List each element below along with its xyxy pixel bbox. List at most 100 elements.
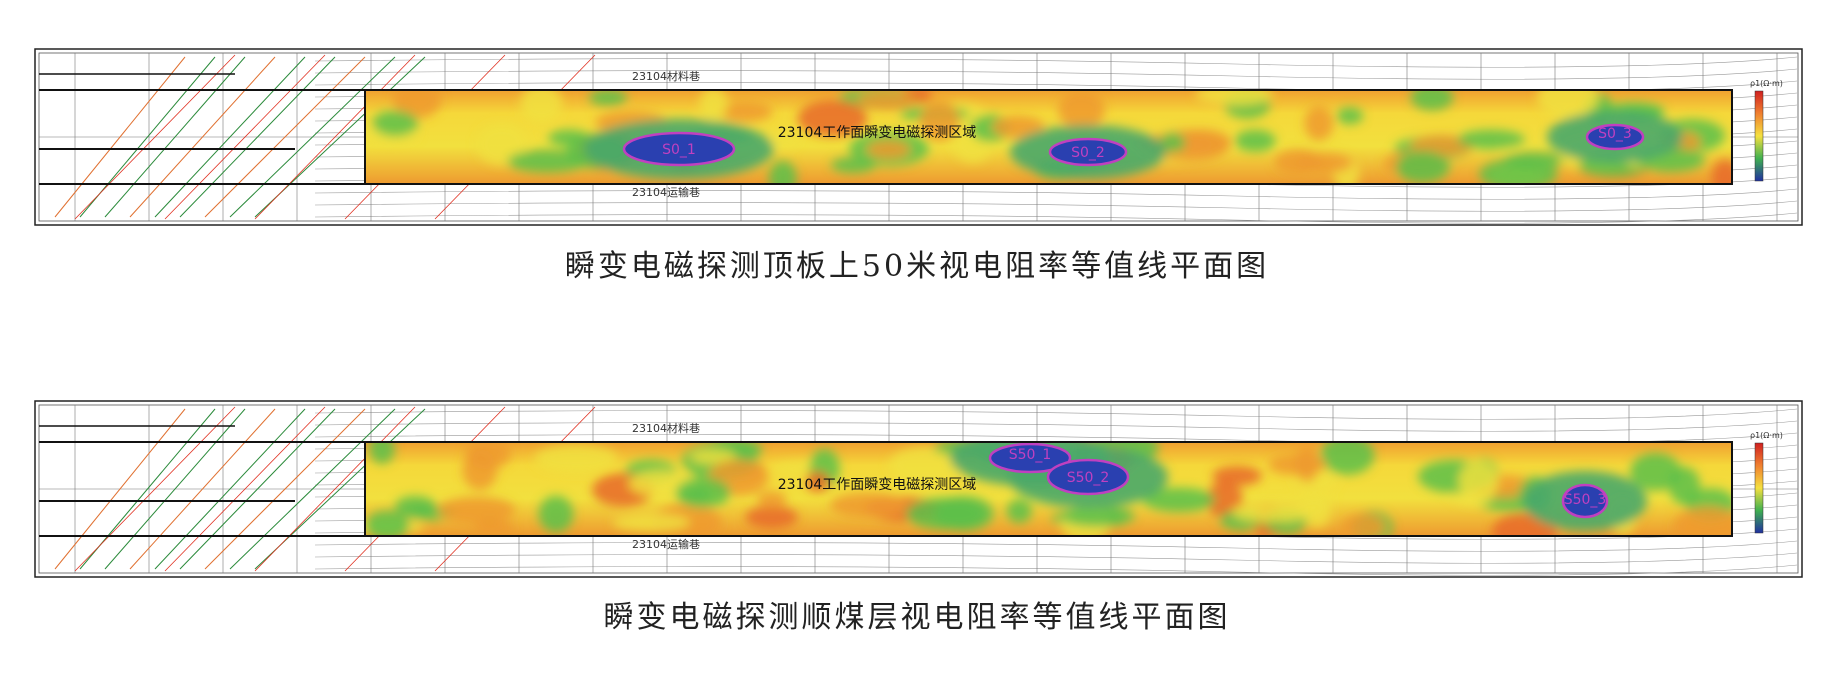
contour-patch <box>675 477 731 508</box>
contour-patch <box>369 442 395 464</box>
fault-line <box>164 406 326 572</box>
contour-patch <box>1231 501 1314 523</box>
anomaly-zone <box>622 131 736 167</box>
fault-line <box>254 406 416 572</box>
caption: 瞬变电磁探测顶板上50米视电阻率等值线平面图 <box>565 249 1269 284</box>
contour-patch <box>856 91 918 110</box>
contour-patch <box>805 471 830 493</box>
contour-line <box>314 564 1798 576</box>
contour-patch <box>768 160 797 184</box>
contour-patch <box>437 496 516 525</box>
contour-patch <box>365 510 410 536</box>
contour-patch <box>1058 90 1105 129</box>
contour-patch <box>1234 129 1276 152</box>
contour-patch <box>1536 90 1599 118</box>
tunnel-label: 23104运输巷 <box>632 185 700 199</box>
contour-line <box>314 200 1798 212</box>
contour-patch <box>770 132 800 147</box>
contour-patch <box>919 100 960 142</box>
contour-patch <box>689 449 737 464</box>
anomaly-zone <box>1046 458 1130 496</box>
tunnel-label: 23104材料巷 <box>632 69 700 83</box>
survey-band-border <box>364 89 1733 185</box>
contour-patch <box>718 101 773 122</box>
contour-line <box>314 408 1798 420</box>
roadway-line <box>229 408 396 570</box>
anomalies <box>988 442 1609 519</box>
contour-patch <box>1296 153 1353 174</box>
fault-line <box>74 406 236 572</box>
contour-patch <box>1304 105 1334 141</box>
roadway-line <box>129 56 276 218</box>
contour-line <box>314 68 1798 80</box>
contour-line <box>314 540 1798 552</box>
fault-line <box>74 54 236 220</box>
contour-patch <box>507 149 588 173</box>
roadway-line <box>104 56 246 218</box>
contour-patch <box>588 90 628 106</box>
contour-patch <box>829 492 908 519</box>
fault-line <box>164 54 326 220</box>
legend-bar <box>1754 442 1764 534</box>
legend-unit: ρ1(Ω·m) <box>1750 431 1783 440</box>
anomaly-zone <box>1585 123 1645 151</box>
contour-patch <box>933 496 994 531</box>
contour-line <box>314 188 1798 200</box>
roadway-line <box>229 56 396 218</box>
roadway-line <box>179 408 336 570</box>
anomaly-zone <box>1048 137 1128 167</box>
contour-patch <box>1320 442 1375 475</box>
contour-patch <box>866 140 911 160</box>
legend-unit: ρ1(Ω·m) <box>1750 79 1783 88</box>
contour-line <box>314 56 1798 68</box>
contour-patch <box>1142 487 1216 512</box>
legend-bar <box>1754 90 1764 182</box>
map-panel: 23104材料巷 23104运输巷 23104工作面瞬变电磁探测区域 S50_1 S50… <box>34 400 1803 578</box>
roadway-line <box>204 408 366 570</box>
anomaly-label: S50_2 <box>1067 470 1110 486</box>
contour-patch <box>538 495 574 533</box>
zone-label: 23104工作面瞬变电磁探测区域 <box>778 125 977 141</box>
contour-patch <box>797 99 868 137</box>
roadway-line <box>154 408 306 570</box>
roadway-line <box>179 56 336 218</box>
contour-patch <box>699 90 728 121</box>
contour-patch <box>888 446 963 485</box>
contour-patch <box>757 491 787 508</box>
contour-patch <box>612 513 691 532</box>
contour-patch <box>1457 129 1525 150</box>
roadway-line <box>104 408 246 570</box>
contour-patch <box>1395 150 1450 183</box>
contour-line <box>314 420 1798 432</box>
roadway-line <box>204 56 366 218</box>
map-panel: 23104材料巷 23104运输巷 23104工作面瞬变电磁探测区域 S0_1 S0_2… <box>34 48 1803 226</box>
caption: 瞬变电磁探测顺煤层视电阻率等值线平面图 <box>604 600 1231 635</box>
contour-patch <box>1336 107 1364 125</box>
contour-patch <box>1195 90 1274 106</box>
roadway-line <box>129 408 276 570</box>
contour-patch <box>1410 90 1454 111</box>
anomaly-label: S50_3 <box>1564 492 1607 508</box>
contour-patch <box>1341 513 1386 536</box>
contour-patch <box>745 505 798 529</box>
anomaly-label: S0_3 <box>1598 126 1632 142</box>
contour-patch <box>520 90 563 123</box>
anomalies <box>622 123 1645 167</box>
contour-patch <box>1630 452 1682 491</box>
roadway-line <box>54 56 186 218</box>
contour-patch <box>465 442 511 470</box>
tunnel-label: 23104材料巷 <box>632 421 700 435</box>
contour-patch <box>1479 158 1558 184</box>
contour-patch <box>1159 132 1186 153</box>
contour-patch <box>1302 499 1331 528</box>
contour-patch <box>534 444 618 474</box>
contour-patch <box>1673 506 1732 536</box>
anomaly-zone <box>1561 483 1609 519</box>
fault-line <box>254 54 416 220</box>
contour-patch <box>474 520 514 536</box>
contour-patch <box>392 90 442 119</box>
contour-patch <box>991 115 1045 139</box>
contour-patch <box>1212 465 1262 486</box>
tunnel-label: 23104运输巷 <box>632 537 700 551</box>
